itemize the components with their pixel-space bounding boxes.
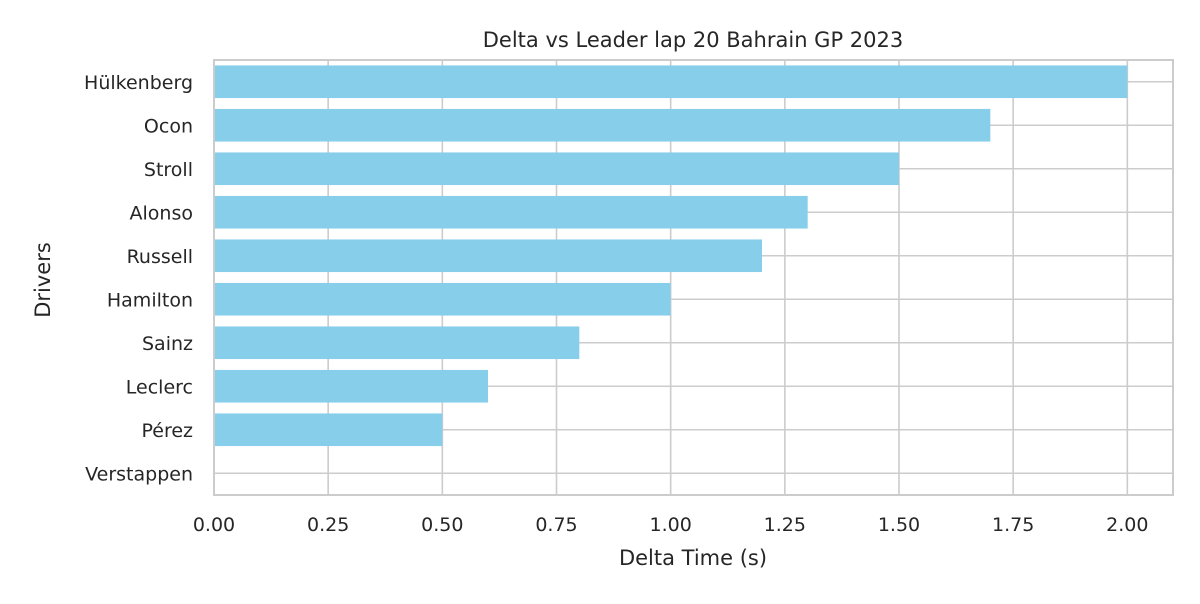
bars [214,65,1128,447]
y-axis-label: Drivers [31,242,55,318]
y-tick-label: Pérez [141,420,193,442]
y-tick-label: Verstappen [85,463,193,485]
bar [214,152,899,186]
y-tick-labels: Verstappen Pérez Leclerc Sainz Hamilton Russe… [84,72,193,486]
y-tick-label: Leclerc [126,376,193,398]
bar [214,108,991,142]
x-tick-label: 1.75 [992,514,1034,536]
axes-frame [213,59,1174,496]
bar [214,195,808,229]
chart-title: Delta vs Leader lap 20 Bahrain GP 2023 [483,28,904,52]
x-tick-label: 0.50 [421,514,463,536]
x-tick-label: 0.25 [307,514,349,536]
y-tick-label: Ocon [144,115,193,137]
x-tick-label: 2.00 [1106,514,1148,536]
bar [214,65,1128,99]
y-tick-label: Stroll [144,159,193,181]
y-tick-label: Hülkenberg [84,72,193,94]
bar [214,369,488,403]
x-tick-label: 1.50 [878,514,920,536]
y-tick-label: Russell [127,246,193,268]
x-axis-label: Delta Time (s) [619,546,767,570]
y-tick-label: Alonso [130,202,193,224]
x-tick-label: 0.75 [535,514,577,536]
bar [214,239,762,273]
y-tick-label: Sainz [142,333,193,355]
x-tick-labels: 0.00 0.25 0.50 0.75 1.00 1.25 1.50 1.75 2.00 [193,514,1149,536]
plot-frame [213,59,1174,496]
bar [214,282,671,316]
y-tick-label: Hamilton [107,289,193,311]
bar [214,413,443,447]
x-tick-label: 0.00 [193,514,235,536]
bar [214,326,580,360]
x-tick-label: 1.00 [650,514,692,536]
x-tick-label: 1.25 [764,514,806,536]
